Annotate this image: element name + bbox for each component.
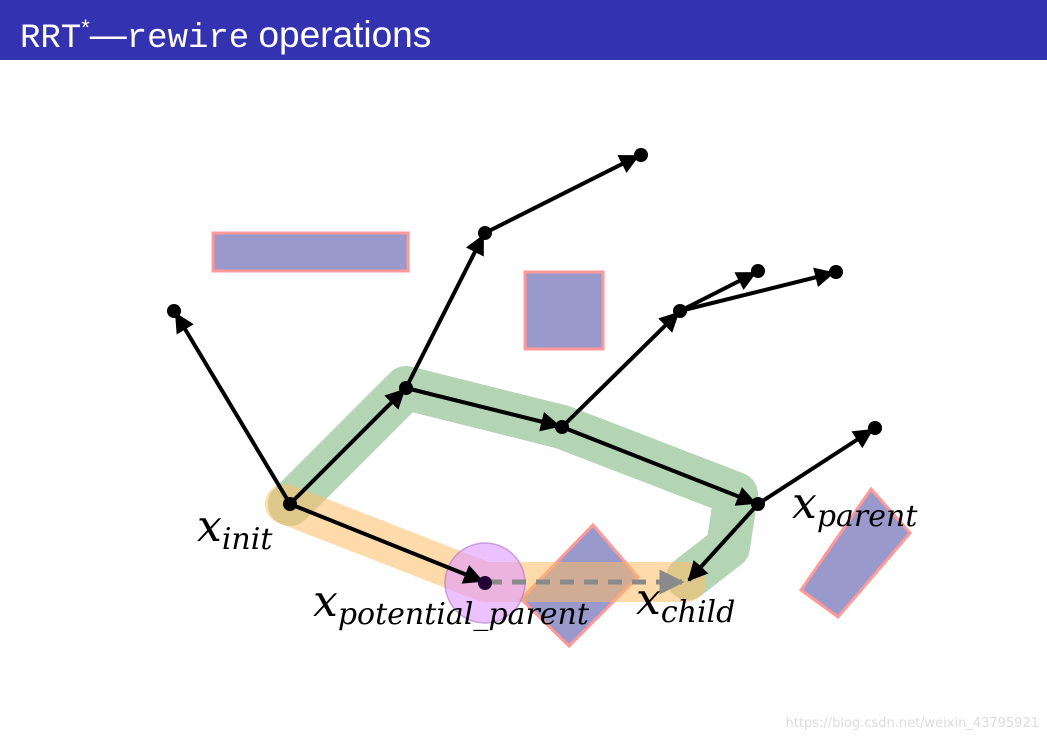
- label-x-child: xchild: [636, 574, 735, 630]
- watermark: https://blog.csdn.net/weixin_43795921: [785, 716, 1039, 731]
- edge-e-g: [679, 267, 835, 313]
- label-x-init: xinit: [197, 501, 273, 557]
- node-potential-parent: [478, 576, 492, 590]
- label-x-potential-parent: xpotential_parent: [313, 576, 590, 632]
- obstacle-tilted: [798, 486, 912, 620]
- slide-title: RRT*—rewire operations: [20, 6, 431, 61]
- tree-edges: [174, 154, 874, 584]
- tree-nodes: [167, 148, 882, 590]
- title-rrt: RRT: [20, 20, 82, 58]
- node-a: [399, 381, 413, 395]
- node-f: [751, 264, 765, 278]
- edge-d-e: [560, 311, 680, 429]
- title-operations: operations: [258, 14, 432, 55]
- edge-e-f: [679, 271, 757, 313]
- edge-init-potential-parent: [289, 502, 484, 584]
- edge-d-parent: [561, 425, 757, 506]
- label-x-parent: xparent: [792, 478, 918, 534]
- title-dash: —: [89, 14, 127, 55]
- edge-a-b: [404, 234, 485, 389]
- obstacle-square: [523, 270, 605, 351]
- edge-a-d: [405, 386, 561, 432]
- node-h: [868, 421, 882, 435]
- node-parent: [751, 497, 765, 511]
- node-b: [478, 226, 492, 240]
- node-e: [673, 304, 687, 318]
- edge-b-c: [484, 154, 640, 235]
- node-g: [829, 265, 843, 279]
- obstacle-wide: [211, 231, 410, 273]
- edge-parent-h: [756, 428, 874, 506]
- title-bar: RRT*—rewire operations: [0, 0, 1047, 60]
- node-d: [555, 420, 569, 434]
- title-rewire: rewire: [126, 20, 250, 58]
- node-c: [634, 148, 648, 162]
- title-star: *: [81, 15, 90, 40]
- edge-init-upleft: [174, 312, 292, 506]
- node-upleft: [167, 304, 181, 318]
- node-init: [283, 497, 297, 511]
- edge-init-a: [288, 388, 406, 506]
- edge-parent-child: [687, 502, 760, 582]
